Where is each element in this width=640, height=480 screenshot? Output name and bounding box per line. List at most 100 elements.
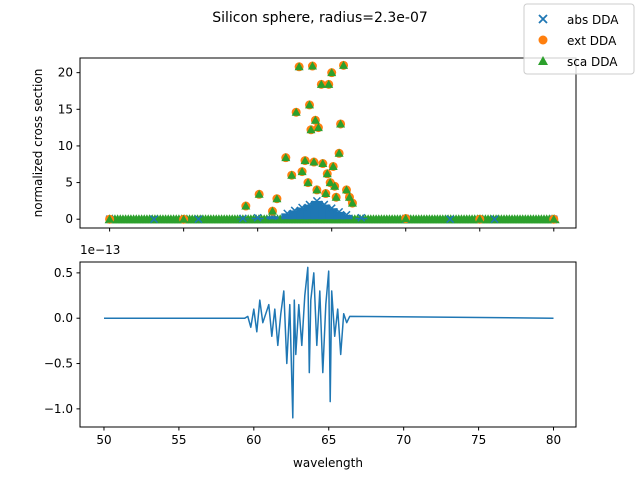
triangle-marker-icon: [538, 56, 548, 65]
figure-title: Silicon sphere, radius=2.3e-07: [212, 10, 428, 26]
sca-point: [309, 157, 319, 166]
sca-point: [272, 194, 282, 203]
sca-point: [294, 62, 304, 71]
bottom-xtick-label: 80: [546, 433, 561, 447]
abs-bar: [340, 214, 353, 220]
top-chart-ticks: 0 5 10 15 20: [58, 66, 555, 232]
abs-point: [305, 200, 314, 209]
sca-point: [344, 192, 354, 201]
legend: abs DDA ext DDA sca DDA: [523, 3, 635, 75]
sca-point: [334, 148, 344, 157]
abs-point: [446, 215, 455, 224]
abs-point: [238, 214, 247, 223]
legend-label-abs: abs DDA: [567, 13, 619, 27]
bottom-ytick-label: −0.5: [44, 357, 73, 371]
sca-point: [475, 214, 485, 223]
sca-point: [327, 68, 337, 77]
bottom-xtick-label: 65: [321, 433, 336, 447]
sca-point: [401, 213, 411, 222]
sca-point: [322, 169, 332, 178]
abs-point: [283, 209, 292, 218]
abs-point: [312, 196, 321, 205]
x-marker-icon: [538, 14, 548, 24]
sca-point: [331, 192, 341, 201]
bottom-chart-data: [104, 266, 554, 419]
abs-point: [298, 203, 307, 212]
circle-marker-icon: [538, 35, 548, 45]
sca-point: [281, 153, 291, 162]
abs-point: [357, 213, 366, 222]
bottom-ytick-label: −1.0: [44, 402, 73, 416]
sca-point: [105, 214, 115, 223]
sca-point: [241, 201, 251, 210]
sca-point: [287, 170, 297, 179]
top-chart: normalized cross section 0 5 10 15 20: [31, 57, 577, 232]
sca-point: [316, 79, 326, 88]
sca-point: [304, 100, 314, 109]
legend-box: [523, 3, 635, 75]
top-ylabel: normalized cross section: [31, 69, 45, 218]
top-ytick-label: 20: [58, 66, 73, 80]
bottom-xlabel: wavelength: [293, 456, 363, 470]
bottom-ytick-label: 0.0: [54, 311, 73, 325]
abs-point: [327, 204, 336, 213]
legend-item-ext: ext DDA: [538, 34, 617, 48]
legend-label-ext: ext DDA: [567, 34, 617, 48]
sca-point: [303, 178, 313, 187]
sca-point: [328, 161, 338, 170]
bottom-xtick-label: 60: [246, 433, 261, 447]
top-chart-frame: [79, 57, 577, 229]
abs-point: [320, 200, 329, 209]
sca-point: [313, 123, 323, 132]
legend-label-sca: sca DDA: [567, 55, 618, 69]
abs-bar: [333, 211, 346, 220]
sca-point: [347, 198, 357, 207]
sca-point: [307, 61, 317, 70]
sca-point: [267, 206, 277, 215]
bottom-xtick-label: 75: [471, 433, 486, 447]
abs-bar: [296, 207, 309, 220]
abs-point: [342, 210, 351, 219]
sca-point: [549, 214, 559, 223]
sca-point: [321, 189, 331, 198]
abs-point: [253, 213, 262, 222]
abs-bar: [325, 208, 338, 220]
legend-item-abs: abs DDA: [538, 13, 619, 27]
sca-point: [336, 119, 346, 128]
top-ytick-label: 15: [58, 102, 73, 116]
sca-point: [179, 214, 189, 223]
difference-line: [104, 266, 554, 419]
top-ytick-label: 0: [65, 212, 73, 226]
sca-point: [325, 178, 335, 187]
sca-point: [312, 185, 322, 194]
legend-item-sca: sca DDA: [538, 55, 618, 69]
bottom-chart-frame: [79, 261, 577, 428]
top-chart-data: [104, 60, 560, 224]
bottom-chart-ticks: 0.5 0.0 −0.5 −1.0 50 55 60 65 70 75 80: [44, 266, 561, 447]
abs-point: [194, 215, 203, 224]
bottom-ytick-label: 0.5: [54, 266, 73, 280]
abs-point: [149, 215, 159, 224]
sca-point: [306, 125, 316, 134]
sca-point: [254, 189, 264, 198]
top-ytick-label: 10: [58, 139, 73, 153]
sca-point: [310, 115, 320, 124]
sca-point: [330, 181, 340, 190]
sca-point: [339, 60, 349, 69]
abs-bar: [281, 213, 294, 220]
bottom-xtick-label: 55: [171, 433, 186, 447]
bottom-offset-text: 1e−13: [80, 243, 120, 257]
abs-point: [490, 215, 499, 224]
sca-point: [291, 107, 301, 116]
sca-point: [342, 185, 352, 194]
abs-bar: [266, 216, 279, 220]
bottom-xtick-label: 50: [96, 433, 111, 447]
bottom-chart: 1e−13 wavelength 0.5 0.0 −0.5 −1.0 50 55 60 65 7…: [44, 243, 577, 470]
sca-point: [300, 156, 310, 165]
bottom-xtick-label: 70: [396, 433, 411, 447]
sca-point: [318, 159, 328, 168]
sca-point: [297, 167, 307, 176]
top-ytick-label: 5: [65, 176, 73, 190]
sca-point: [324, 79, 334, 88]
